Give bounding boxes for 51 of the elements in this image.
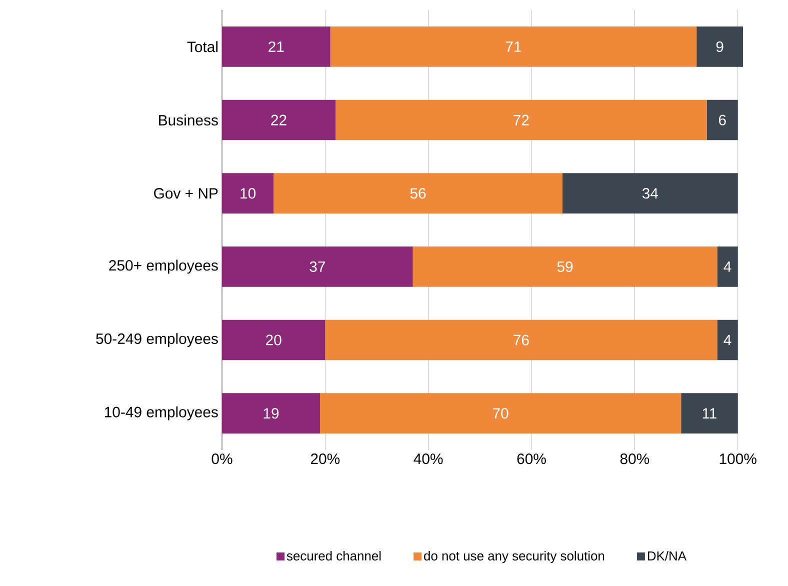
data-label: 56 — [410, 188, 426, 199]
y-tick-label: Total — [187, 41, 218, 52]
data-label: 4 — [724, 334, 732, 346]
bar — [412, 246, 718, 287]
data-label: 9 — [716, 41, 724, 52]
bar — [562, 173, 738, 214]
bar — [330, 26, 697, 67]
legend-label: DK/NA — [648, 550, 686, 560]
data-label: 10 — [240, 188, 256, 199]
bar — [222, 100, 336, 140]
bar — [222, 246, 413, 287]
data-label: 21 — [268, 41, 284, 52]
data-label: 59 — [557, 261, 573, 272]
data-label: 76 — [514, 334, 529, 346]
bar — [681, 393, 738, 434]
x-tick-label: 20% — [310, 454, 340, 464]
y-tick-label: Business — [159, 114, 218, 126]
data-label: 19 — [264, 408, 279, 419]
data-label: 72 — [514, 114, 529, 126]
bar — [222, 320, 326, 360]
bar — [696, 26, 744, 67]
legend-label: do not use any security solution — [424, 550, 604, 564]
bar — [706, 100, 738, 140]
x-tick-label: 80% — [620, 454, 650, 464]
y-tick-label: 10-49 employees — [104, 406, 218, 420]
bar — [320, 393, 682, 434]
x-tick-label: 100% — [720, 454, 756, 464]
bar — [335, 100, 707, 140]
data-label: 37 — [310, 261, 325, 272]
data-label: 22 — [271, 114, 286, 126]
data-label: 20 — [266, 334, 282, 346]
bar — [222, 393, 320, 434]
legend-label: secured channel — [286, 550, 381, 560]
data-label: 4 — [724, 262, 732, 272]
data-label: 6 — [718, 114, 726, 126]
x-tick-label: 40% — [414, 454, 443, 464]
data-label: 70 — [493, 408, 508, 419]
bar — [325, 320, 718, 360]
bar — [222, 173, 274, 214]
bar — [717, 246, 738, 287]
bar — [222, 26, 330, 67]
x-tick-label: 60% — [517, 454, 546, 464]
data-label: 11 — [702, 408, 716, 418]
bar — [717, 320, 738, 360]
y-tick-label: Gov + NP — [154, 188, 218, 199]
bar — [274, 173, 562, 214]
y-tick-label: 250+ employees — [109, 260, 218, 274]
data-label: 34 — [642, 188, 658, 199]
x-tick-label: 0% — [212, 454, 232, 464]
data-label: 71 — [506, 42, 522, 52]
y-tick-label: 50-249 employees — [96, 333, 218, 347]
